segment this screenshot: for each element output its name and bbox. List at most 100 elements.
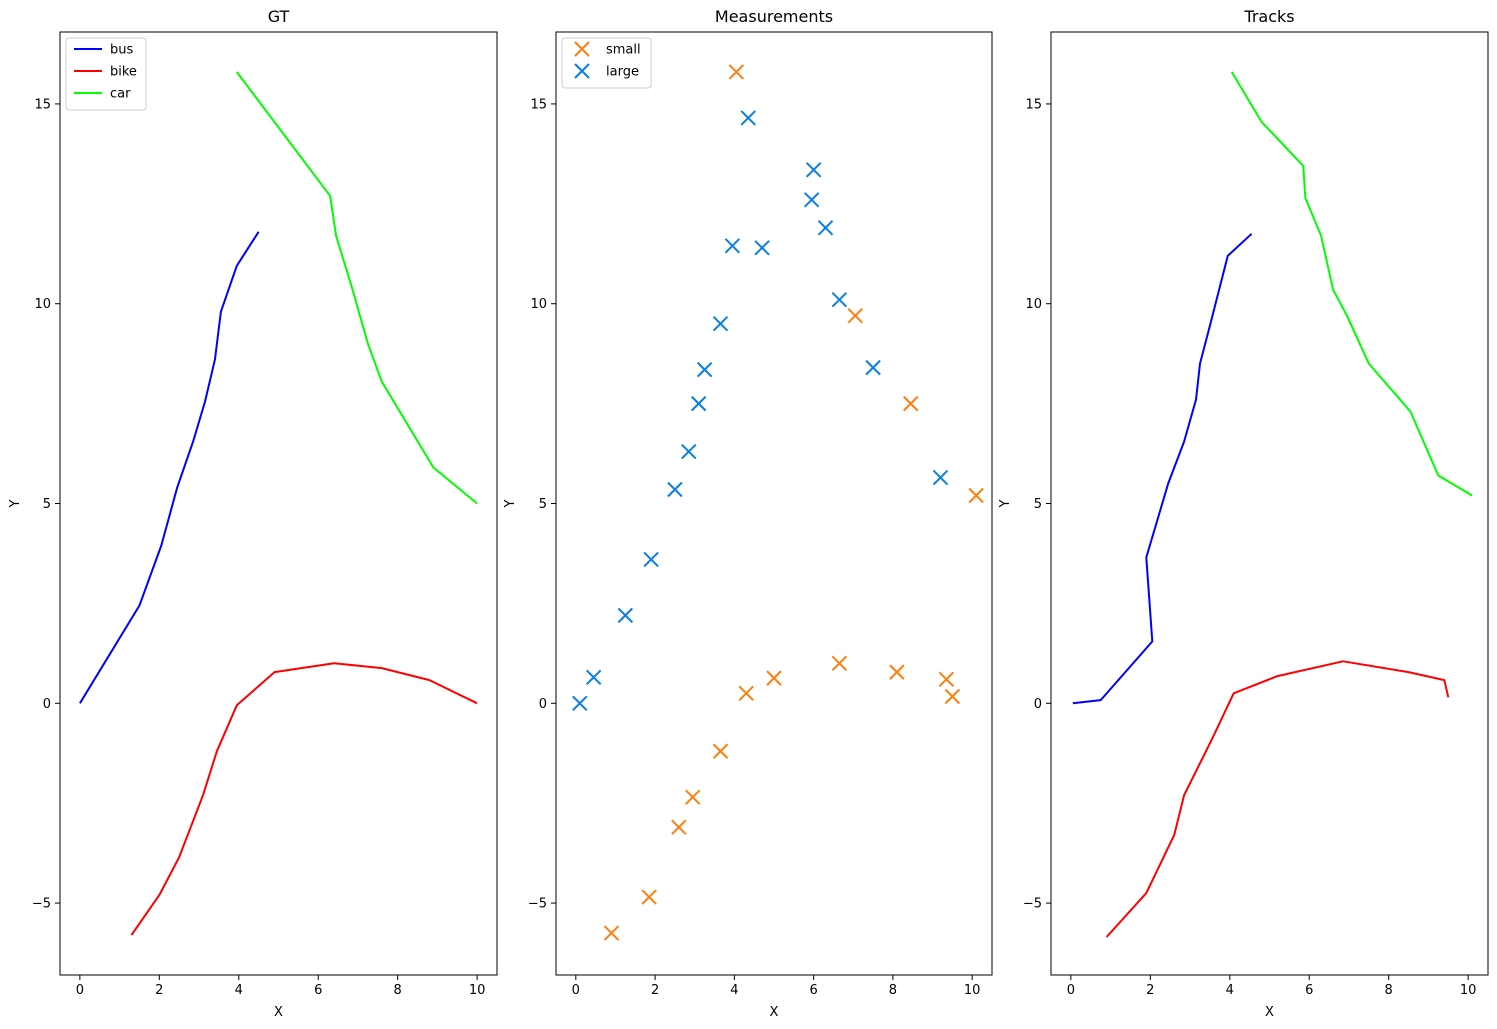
legend-label: small [606, 43, 641, 58]
legend: small large [561, 37, 652, 89]
panel-title: Measurements [715, 7, 833, 26]
scatter-point [740, 110, 756, 126]
marker-stroke [740, 110, 756, 126]
marker-stroke [603, 925, 620, 941]
x-tick-label: 4 [1226, 983, 1234, 998]
y-tick-label: 15 [34, 97, 51, 112]
marker-stroke [728, 64, 745, 80]
x-tick-label: 4 [730, 983, 738, 998]
marker-stroke [641, 889, 657, 905]
marker-stroke [968, 487, 984, 504]
y-tick-label: 15 [530, 97, 547, 112]
scatter-point [817, 220, 834, 236]
scatter-point [831, 655, 848, 672]
scatter-point [805, 162, 822, 178]
x-tick-label: 8 [394, 983, 402, 998]
marker-stroke [643, 551, 659, 568]
series-line [79, 231, 260, 704]
y-axis-label: Y [503, 499, 518, 508]
marker-stroke [817, 220, 834, 236]
panel-gt: GT 0 2 4 6 8 10 −5 0 5 10 15 X Y bus bike car [8, 7, 498, 1020]
marker-stroke [903, 395, 919, 412]
marker-stroke [685, 789, 701, 805]
x-tick-label: 0 [76, 983, 84, 998]
scatter-point [932, 469, 949, 486]
x-tick-label: 2 [651, 983, 659, 998]
scatter-point [831, 292, 848, 308]
marker-stroke [938, 671, 955, 688]
scatter-point [671, 819, 687, 835]
y-tick-label: 5 [43, 497, 51, 512]
tick-group: 0 2 4 6 8 10 −5 0 5 10 15 [1023, 97, 1477, 998]
scatter-point [643, 551, 659, 568]
y-axis-label: Y [998, 499, 1013, 508]
y-tick-label: −5 [32, 897, 51, 912]
scatter-point [585, 669, 602, 686]
marker-stroke [724, 238, 741, 254]
marker-stroke [831, 292, 848, 308]
marker-stroke [932, 469, 949, 486]
scatter-point [944, 688, 961, 705]
x-tick-label: 4 [235, 983, 243, 998]
series-line [236, 71, 478, 505]
marker-stroke [754, 240, 770, 256]
scatter-point [903, 395, 919, 412]
scatter-point [641, 889, 657, 905]
marker-stroke [847, 307, 863, 324]
tick-group: 0 2 4 6 8 10 −5 0 5 10 15 [32, 97, 486, 998]
scatter-point [617, 607, 634, 624]
scatter-point [603, 925, 620, 941]
scatter-point [572, 695, 588, 711]
x-tick-label: 6 [809, 983, 817, 998]
scatter-point [968, 487, 984, 504]
marker-stroke [738, 685, 754, 702]
y-tick-label: 10 [1025, 297, 1042, 312]
x-tick-label: 10 [469, 983, 486, 998]
y-tick-label: −5 [528, 897, 547, 912]
series-line [1230, 71, 1473, 497]
marker-stroke [690, 395, 707, 412]
marker-stroke [585, 669, 602, 686]
legend-swatch [574, 41, 590, 57]
y-axis-label: Y [8, 499, 23, 508]
x-tick-label: 2 [155, 983, 163, 998]
scatter-point [847, 307, 863, 324]
plot-area [1072, 71, 1473, 938]
marker-stroke [805, 162, 822, 178]
scatter-point [712, 743, 729, 759]
series-line [1072, 233, 1253, 705]
panel-measurements: Measurements 0 2 4 6 8 10 −5 0 5 10 15 X Y small la… [503, 7, 993, 1020]
y-tick-label: 5 [1034, 497, 1042, 512]
x-tick-label: 10 [964, 983, 981, 998]
marker-stroke [803, 192, 820, 208]
tick-group: 0 2 4 6 8 10 −5 0 5 10 15 [528, 97, 981, 998]
scatter-point [738, 685, 754, 702]
panel-title: Tracks [1243, 7, 1294, 26]
plot-area [572, 64, 984, 941]
y-tick-label: 15 [1025, 97, 1042, 112]
x-tick-label: 6 [1305, 983, 1313, 998]
marker-stroke [889, 664, 905, 680]
panel-title: GT [268, 7, 290, 26]
marker-stroke [667, 481, 683, 498]
legend-label: large [606, 65, 639, 80]
marker-stroke [681, 443, 697, 460]
x-axis-label: X [274, 1005, 283, 1020]
scatter-point [685, 789, 701, 805]
x-tick-label: 8 [889, 983, 897, 998]
scatter-point [667, 481, 683, 498]
scatter-point [766, 670, 782, 686]
scatter-point [690, 395, 707, 412]
scatter-point [754, 240, 770, 256]
x-tick-label: 6 [314, 983, 322, 998]
scatter-point [865, 359, 881, 376]
marker-stroke [572, 695, 588, 711]
marker-stroke [696, 361, 713, 378]
marker-stroke [574, 41, 590, 57]
legend-label: car [110, 87, 131, 102]
x-tick-label: 0 [1067, 983, 1075, 998]
marker-stroke [712, 743, 729, 759]
scatter-point [724, 238, 741, 254]
